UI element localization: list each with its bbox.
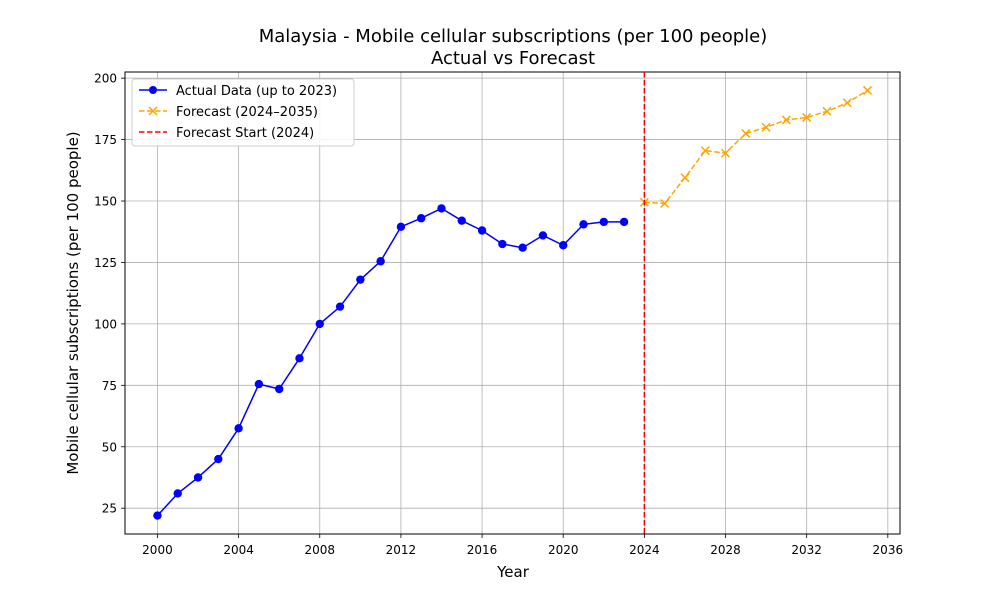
y-tick-label: 200 [94,72,117,86]
x-tick-label: 2028 [710,543,741,557]
actual-data-point [417,214,426,223]
x-tick-label: 2024 [629,543,660,557]
actual-data-point [234,424,243,433]
actual-data-point [153,511,162,520]
forecast-data-point [781,115,791,125]
forecast-data-point [680,173,690,183]
axes: 2000 2004 2008 2012 2016 2020 2024 2028 2032 2036… [94,71,904,557]
actual-data-point [437,204,446,213]
actual-data-point [356,275,365,284]
y-tick-label: 125 [94,256,117,270]
y-tick-label: 100 [94,317,117,331]
plot-area [153,72,873,534]
forecast-data-point [700,146,710,156]
x-tick-label: 2000 [142,543,173,557]
forecast-data-point [863,85,873,95]
actual-data-point [193,473,203,482]
y-tick-label: 175 [94,133,117,147]
actual-data-point [477,226,487,235]
actual-data-point [579,220,588,229]
x-tick-label: 2020 [548,543,579,557]
x-tick-label: 2036 [873,543,904,557]
plot-frame [124,71,901,535]
y-tick-label: 75 [102,379,117,393]
actual-data-point [315,319,324,329]
x-tick-label: 2008 [304,543,335,557]
actual-data-point [457,216,466,225]
actual-data-point [254,379,264,389]
actual-data-point [498,239,507,249]
actual-data-point [396,222,406,232]
legend-forecast-label: Forecast (2024–2035) [176,105,318,120]
x-tick-label: 2032 [791,543,822,557]
actual-data-point [214,454,223,464]
forecast-data-point [741,128,751,138]
forecast-data-point [802,112,812,122]
legend-forecast-marker [148,106,158,116]
legend-start-label: Forecast Start (2024) [176,126,314,141]
legend: Actual Data (up to 2023) Forecast (2024–… [131,78,355,147]
x-tick-label: 2016 [467,543,498,557]
chart-title: Malaysia - Mobile cellular subscriptions… [259,26,768,47]
forecast-series-line [644,89,868,205]
actual-data-point [619,217,629,227]
x-tick-label: 2004 [223,543,254,557]
legend-actual-label: Actual Data (up to 2023) [176,84,337,99]
grid [125,72,900,534]
x-axis-label: Year [496,563,530,581]
y-tick-label: 50 [102,440,117,454]
actual-data-point [173,489,182,498]
y-axis-label: Mobile cellular subscriptions (per 100 p… [64,131,82,474]
legend-actual-marker [149,86,157,94]
y-tick-label: 150 [94,195,117,209]
y-tick-label: 25 [102,502,117,516]
chart-subtitle: Actual vs Forecast [431,48,595,69]
actual-data-point [518,243,527,252]
actual-data-point [376,257,385,266]
actual-data-point [559,241,568,250]
forecast-data-point [761,122,771,132]
actual-data-point [538,231,548,240]
actual-data-point [335,302,345,311]
actual-data-point [295,354,304,363]
forecast-data-point [660,198,670,209]
x-tick-label: 2012 [386,543,417,557]
forecast-data-point [842,98,852,108]
legend-box [131,78,355,147]
forecast-data-point [720,148,731,158]
actual-data-point [274,384,284,394]
forecast-data-point [822,106,832,116]
actual-series-line [156,207,625,517]
actual-data-point [599,217,608,227]
